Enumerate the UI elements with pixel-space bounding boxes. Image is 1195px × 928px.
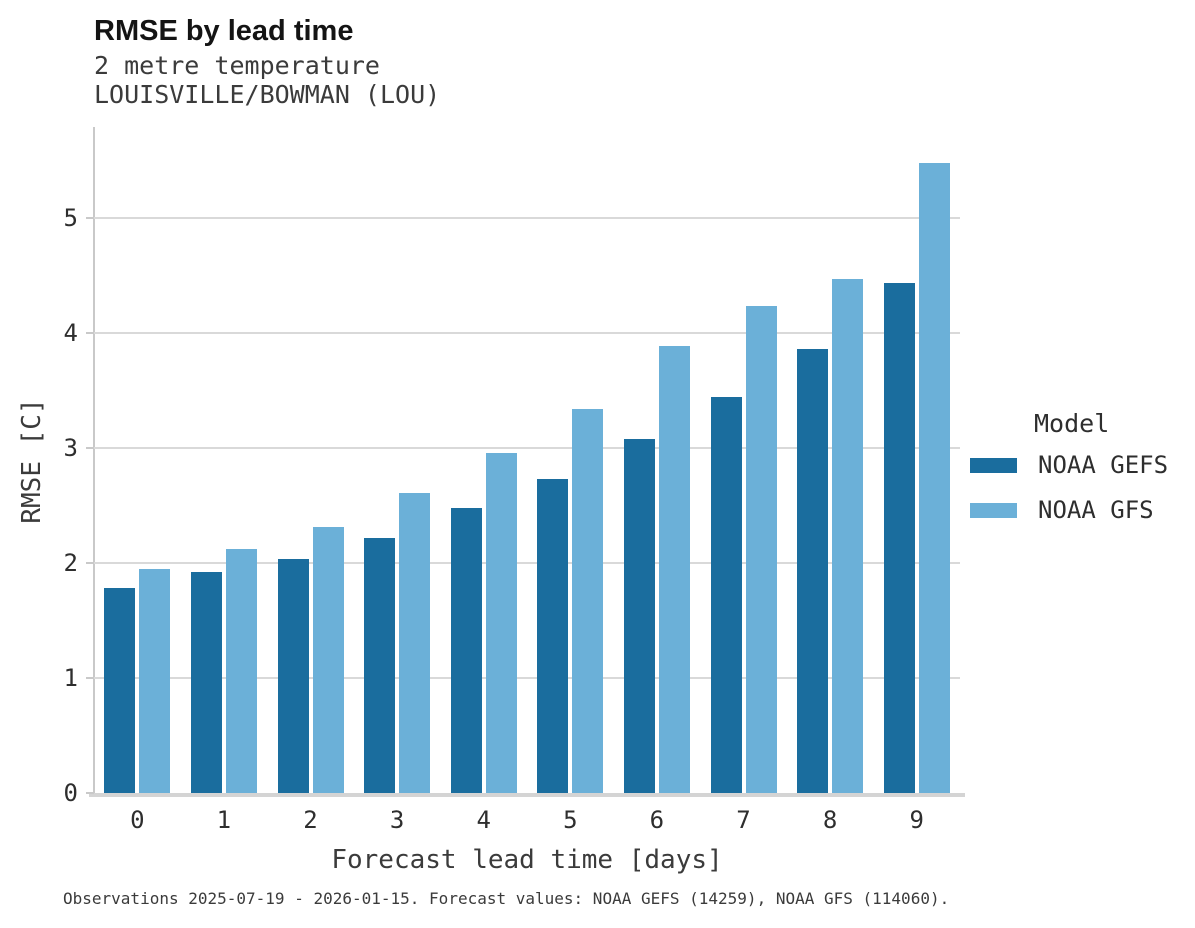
y-tick-mark-2: [86, 561, 94, 564]
bar-noaa-gfs-day-6: [658, 345, 690, 793]
y-tick-label-2: 2: [63, 548, 78, 577]
bar-noaa-gefs-day-0: [104, 588, 136, 793]
y-tick-label-4: 4: [63, 318, 78, 347]
bar-noaa-gefs-day-3: [364, 537, 396, 793]
chart-title: RMSE by lead time: [94, 15, 354, 47]
legend-label-noaa-gefs: NOAA GEFS: [1038, 451, 1169, 479]
y-tick-mark-0: [86, 792, 94, 794]
y-tick-mark-5: [86, 216, 94, 219]
legend-title: Model: [1034, 409, 1110, 438]
bar-noaa-gefs-day-6: [623, 438, 655, 793]
x-axis-label: Forecast lead time [days]: [331, 845, 723, 875]
y-axis-spine: [93, 127, 95, 795]
bar-noaa-gfs-day-5: [572, 408, 604, 793]
legend-label-noaa-gfs: NOAA GFS: [1038, 496, 1154, 524]
bar-noaa-gefs-day-7: [710, 397, 742, 793]
y-tick-mark-3: [86, 446, 94, 449]
bar-noaa-gfs-day-1: [225, 549, 257, 793]
legend-item-noaa-gfs: NOAA GFS: [970, 497, 1168, 523]
bar-noaa-gfs-day-2: [312, 527, 344, 793]
y-tick-mark-1: [86, 676, 94, 679]
chart-subtitle-variable: 2 metre temperature: [94, 51, 380, 80]
y-tick-label-3: 3: [63, 433, 78, 462]
bar-noaa-gfs-day-7: [745, 306, 777, 793]
gridline-y-1: [94, 676, 960, 679]
x-tick-label-3: 3: [389, 806, 405, 834]
legend-swatch-noaa-gfs: [970, 502, 1017, 518]
x-tick-label-5: 5: [563, 806, 578, 834]
bar-noaa-gfs-day-3: [399, 492, 431, 793]
x-tick-label-6: 6: [649, 806, 665, 834]
x-tick-label-0: 0: [130, 806, 145, 834]
bar-noaa-gfs-day-8: [832, 278, 864, 793]
gridline-y-5: [94, 216, 960, 219]
legend-item-noaa-gefs: NOAA GEFS: [970, 452, 1168, 478]
legend: Model NOAA GEFS NOAA GFS: [970, 410, 1168, 542]
bar-noaa-gfs-day-0: [139, 568, 171, 793]
gridline-y-2: [94, 561, 960, 564]
gridline-y-4: [94, 331, 960, 334]
x-tick-label-9: 9: [909, 806, 924, 834]
footer-caption: Observations 2025-07-19 - 2026-01-15. Fo…: [63, 889, 950, 908]
y-tick-label-5: 5: [63, 203, 78, 232]
bar-noaa-gefs-day-2: [277, 559, 309, 793]
x-tick-label-8: 8: [822, 806, 838, 834]
bar-noaa-gefs-day-8: [797, 349, 829, 793]
bar-noaa-gfs-day-4: [485, 452, 517, 793]
bar-noaa-gefs-day-9: [883, 283, 915, 793]
y-tick-mark-4: [86, 331, 94, 334]
x-axis-spine: [89, 793, 965, 797]
bar-noaa-gfs-day-9: [918, 162, 950, 793]
x-tick-label-2: 2: [303, 806, 318, 834]
y-axis-label: RMSE [C]: [17, 398, 47, 524]
legend-swatch-noaa-gefs: [970, 457, 1017, 473]
y-tick-label-1: 1: [63, 663, 78, 692]
x-tick-label-7: 7: [736, 806, 751, 834]
plot-area: [89, 127, 965, 797]
y-tick-label-0: 0: [63, 779, 78, 807]
bar-noaa-gefs-day-1: [190, 572, 222, 793]
x-tick-label-4: 4: [476, 806, 491, 834]
x-tick-label-1: 1: [216, 806, 232, 834]
bar-noaa-gefs-day-5: [537, 478, 569, 793]
bar-noaa-gefs-day-4: [450, 507, 482, 793]
chart-subtitle-station: LOUISVILLE/BOWMAN (LOU): [94, 80, 441, 109]
gridline-y-3: [94, 446, 960, 449]
